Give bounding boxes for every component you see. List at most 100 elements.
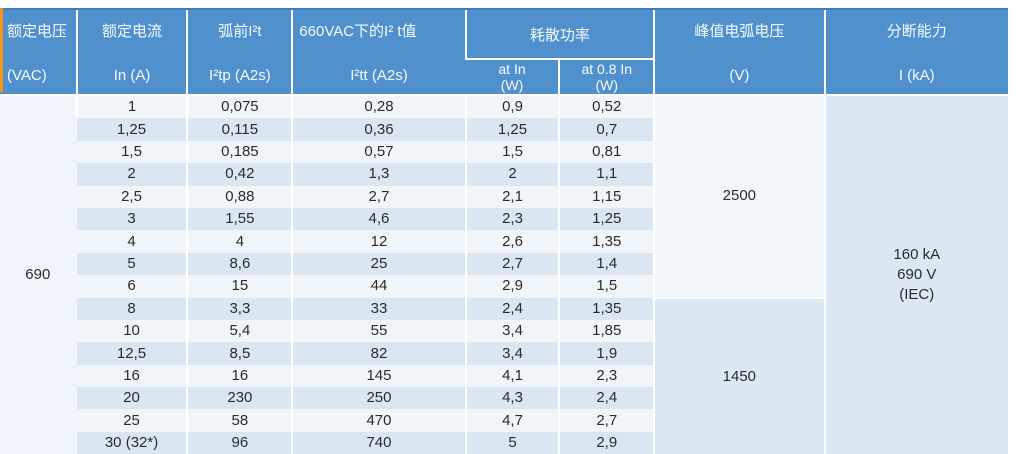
cell-power-at-08in: 1,35 (558, 230, 655, 253)
cell-power-at-in: 2 (464, 163, 560, 186)
cell-i2tt: 4,6 (291, 207, 466, 231)
header-power-at-08in-line1: at 0.8 In (581, 60, 633, 77)
cell-i2tt: 25 (291, 252, 466, 276)
header-prearc-i2t-title: 弧前I²t (218, 23, 262, 40)
header-power-at-in: at In (W) (465, 58, 560, 96)
cell-rated-current: 1 (75, 95, 188, 119)
cell-i2tp: 0,115 (186, 118, 293, 141)
cell-power-at-08in: 2,7 (558, 409, 655, 432)
cell-i2tp: 5,4 (186, 319, 293, 343)
merged-cell-rated-voltage: 690 (0, 95, 77, 454)
cell-i2tp: 3,3 (186, 297, 293, 320)
merged-cell-breaking-capacity: 160 kA 690 V (IEC) (823, 95, 1008, 454)
table-row: 2 0,42 1,3 2 1,1 (0, 163, 1008, 186)
cell-i2tt: 33 (291, 297, 466, 320)
table-row: 25 58 470 4,7 2,7 (0, 409, 1008, 432)
cell-power-at-in: 2,7 (464, 252, 560, 276)
cell-i2tp: 8,6 (186, 252, 293, 276)
cell-i2tt: 0,57 (291, 140, 466, 164)
breaking-capacity-line2: 690 V (897, 266, 937, 283)
header-power-at-in-line1: at In (498, 60, 526, 77)
cell-power-at-in: 4,7 (464, 409, 560, 432)
header-breaking-capacity-title: 分断能力 (886, 23, 947, 40)
cell-i2tp: 0,185 (186, 140, 293, 164)
header-rated-voltage-title: 额定电压 (7, 23, 68, 40)
header-peak-arc-voltage-title: 峰值电弧电压 (694, 23, 785, 40)
table-row: 20 230 250 4,3 2,4 (0, 387, 1008, 410)
cell-power-at-in: 0,9 (464, 95, 560, 119)
cell-rated-current: 16 (76, 364, 188, 388)
orange-accent-bar (0, 8, 3, 92)
header-power-at-08in: at 0.8 In (W) (558, 58, 655, 96)
cell-i2tp: 15 (186, 275, 293, 298)
cell-rated-current: 25 (76, 409, 188, 432)
cell-power-at-08in: 1,25 (558, 207, 655, 231)
cell-i2tt: 1,3 (291, 163, 466, 186)
table-row: 10 5,4 55 3,4 1,85 (0, 319, 1008, 343)
cell-power-at-in: 4,1 (464, 364, 560, 388)
cell-rated-current: 1,25 (76, 118, 188, 141)
cell-i2tt: 145 (291, 364, 466, 388)
header-peak-arc-voltage: 峰值电弧电压 (V) (653, 8, 825, 96)
cell-power-at-in: 2,4 (464, 297, 560, 320)
cell-power-at-08in: 0,7 (558, 118, 655, 141)
table-row: 1,5 0,185 0,57 1,5 0,81 (0, 140, 1008, 164)
cell-power-at-08in: 1,15 (558, 185, 655, 208)
cell-rated-current: 10 (76, 319, 188, 343)
table-row: 690 1 0,075 0,28 0,9 0,52 2500 160 kA 690 V… (0, 95, 1008, 454)
cell-rated-current: 4 (76, 230, 188, 253)
cell-rated-current: 2 (76, 163, 188, 186)
table-row: 6 15 44 2,9 1,5 (0, 275, 1008, 298)
header-power-dissipation-label: 耗散功率 (529, 26, 590, 44)
header-power-at-in-line2: (W) (500, 77, 524, 93)
breaking-capacity-line3: (IEC) (899, 286, 935, 304)
table-row: 16 16 145 4,1 2,3 (0, 364, 1008, 388)
table-row: 5 8,6 25 2,7 1,4 (0, 252, 1008, 276)
cell-i2tp: 58 (186, 409, 293, 432)
cell-i2tp: 1,55 (186, 207, 293, 231)
breaking-capacity-line1: 160 kA (893, 245, 941, 263)
cell-i2tp: 96 (186, 431, 293, 454)
cell-i2tp: 8,5 (186, 342, 293, 365)
cell-power-at-in: 2,9 (464, 275, 560, 298)
header-prearc-i2t: 弧前I²t I²tp (A2s) (186, 8, 293, 96)
cell-power-at-in: 3,4 (464, 342, 560, 365)
cell-power-at-in: 2,1 (464, 185, 560, 208)
cell-power-at-in: 1,25 (464, 118, 560, 141)
cell-power-at-08in: 2,3 (558, 364, 655, 388)
cell-i2tt: 470 (291, 409, 466, 432)
cell-power-at-08in: 1,35 (558, 297, 655, 320)
cell-power-at-in: 5 (464, 431, 560, 454)
cell-power-at-08in: 2,4 (558, 387, 655, 410)
cell-i2tt: 250 (291, 387, 466, 410)
table-row: 30 (32*) 96 740 5 2,9 (0, 431, 1008, 454)
header-breaking-capacity: 分断能力 I (kA) (823, 8, 1008, 96)
cell-rated-current: 2,5 (76, 185, 188, 208)
cell-i2tp: 0,075 (186, 95, 293, 119)
header-breaking-capacity-unit: I (kA) (898, 67, 935, 84)
header-rated-voltage-unit: (VAC) (7, 67, 47, 84)
cell-i2tt: 12 (291, 230, 466, 253)
cell-i2tp: 16 (186, 364, 293, 388)
cell-i2tt: 44 (291, 275, 466, 298)
cell-rated-current: 5 (76, 252, 188, 276)
cell-i2tt: 0,28 (291, 95, 466, 119)
cell-power-at-in: 3,4 (464, 319, 560, 343)
cell-rated-current: 8 (76, 297, 188, 320)
cell-i2tt: 55 (291, 319, 466, 343)
cell-rated-current: 1,5 (76, 140, 188, 164)
cell-power-at-08in: 1,4 (558, 252, 655, 276)
header-peak-arc-voltage-unit: (V) (729, 67, 750, 84)
cell-rated-current: 30 (32*) (76, 431, 188, 454)
cell-power-at-08in: 1,9 (558, 342, 655, 365)
cell-i2tp: 0,42 (186, 163, 293, 186)
table-row: 12,5 8,5 82 3,4 1,9 (0, 342, 1008, 365)
fuse-spec-table: 额定电压 (VAC) 额定电流 In (A) 弧前I²t I²tp (A2s) (0, 8, 1008, 454)
cell-power-at-in: 4,3 (464, 387, 560, 410)
cell-i2tt: 0,36 (291, 118, 466, 141)
cell-rated-current: 3 (76, 207, 188, 231)
cell-power-at-in: 2,6 (464, 230, 560, 253)
table-row: 4 4 12 2,6 1,35 (0, 230, 1008, 253)
header-power-dissipation-group: 耗散功率 (464, 8, 655, 60)
